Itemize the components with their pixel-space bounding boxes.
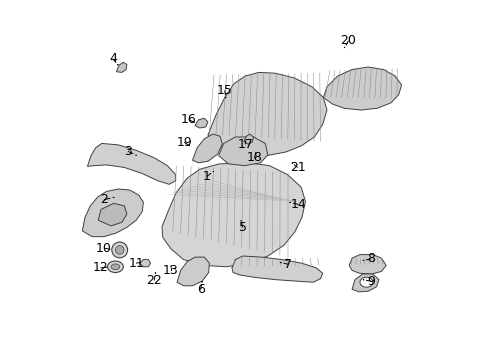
Text: 17: 17 [237,138,253,150]
Polygon shape [98,203,126,226]
Text: 2: 2 [100,193,108,206]
Text: 19: 19 [176,136,192,149]
Text: 14: 14 [290,198,305,211]
Polygon shape [351,274,378,292]
Text: 18: 18 [246,151,262,164]
Polygon shape [162,163,305,267]
Text: 22: 22 [146,274,162,287]
Text: 10: 10 [96,242,112,255]
Polygon shape [323,67,401,110]
Text: 6: 6 [196,283,204,296]
Text: 13: 13 [163,264,179,277]
Text: 1: 1 [203,170,210,183]
Polygon shape [140,260,150,267]
Polygon shape [244,134,253,144]
Text: 3: 3 [124,145,132,158]
Ellipse shape [359,277,372,287]
Text: 16: 16 [181,113,196,126]
Ellipse shape [111,264,120,270]
Polygon shape [195,118,207,128]
Text: 15: 15 [216,84,232,97]
Polygon shape [82,189,143,237]
Polygon shape [348,255,386,274]
Polygon shape [116,62,126,72]
Text: 9: 9 [366,275,374,288]
Text: 12: 12 [92,261,108,274]
Ellipse shape [107,261,123,273]
Polygon shape [207,72,326,156]
Text: 4: 4 [109,52,117,65]
Polygon shape [177,257,209,286]
Ellipse shape [115,246,124,254]
Polygon shape [192,134,222,163]
Text: 5: 5 [238,221,246,234]
Polygon shape [87,143,175,184]
Text: 11: 11 [128,257,144,270]
Text: 21: 21 [289,161,305,174]
Ellipse shape [112,242,127,258]
Text: 20: 20 [340,34,356,48]
Polygon shape [231,256,322,282]
Text: 8: 8 [366,252,374,265]
Text: 7: 7 [284,258,292,271]
Polygon shape [218,137,267,166]
